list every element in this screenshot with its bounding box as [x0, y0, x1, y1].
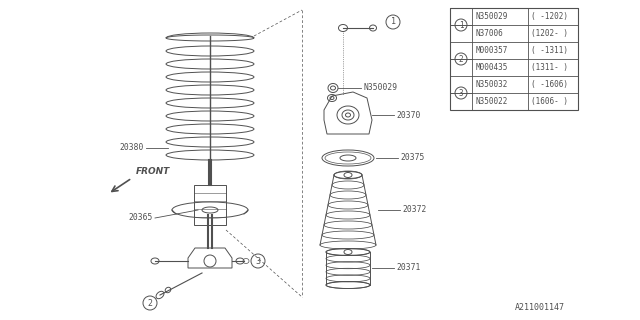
Text: 20371: 20371 [396, 263, 420, 273]
Text: N350029: N350029 [476, 12, 508, 21]
Text: ( -1311): ( -1311) [531, 46, 568, 55]
Text: M000357: M000357 [476, 46, 508, 55]
Text: 1: 1 [459, 20, 463, 29]
Text: M000435: M000435 [476, 63, 508, 72]
Text: 1: 1 [390, 18, 396, 27]
Text: ( -1202): ( -1202) [531, 12, 568, 21]
Text: (1202- ): (1202- ) [531, 29, 568, 38]
Bar [194, 185, 226, 225]
Text: ( -1606): ( -1606) [531, 80, 568, 89]
Text: (1606- ): (1606- ) [531, 97, 568, 106]
Circle shape [204, 255, 216, 267]
Polygon shape [324, 92, 372, 134]
Bar [450, 8, 578, 110]
Text: A211001147: A211001147 [515, 303, 565, 312]
Text: 20375: 20375 [400, 154, 424, 163]
Text: 3: 3 [255, 257, 260, 266]
Text: (1311- ): (1311- ) [531, 63, 568, 72]
Text: 20370: 20370 [396, 110, 420, 119]
Text: N350032: N350032 [476, 80, 508, 89]
Text: 20372: 20372 [402, 205, 426, 214]
Text: 20365: 20365 [129, 213, 153, 222]
Text: N350029: N350029 [363, 84, 397, 92]
Text: FRONT: FRONT [136, 167, 170, 176]
Text: 20380: 20380 [120, 143, 144, 153]
Text: N37006: N37006 [476, 29, 504, 38]
Text: 3: 3 [459, 89, 463, 98]
Polygon shape [188, 248, 232, 268]
Text: 2: 2 [459, 54, 463, 63]
Text: N350022: N350022 [476, 97, 508, 106]
Text: 2: 2 [147, 299, 152, 308]
